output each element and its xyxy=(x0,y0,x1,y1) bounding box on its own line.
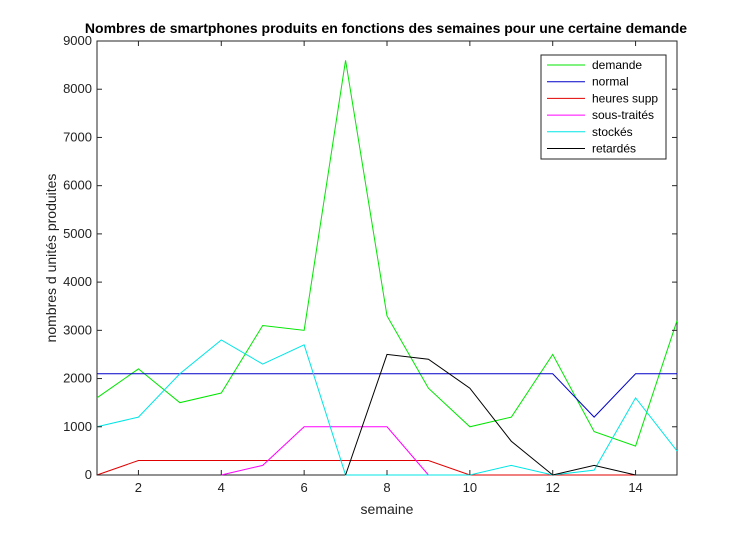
series-heures supp xyxy=(96,460,636,476)
series-sous-traités xyxy=(221,426,429,476)
legend-label: demande xyxy=(592,58,642,72)
legend-label: sous-traités xyxy=(592,108,654,122)
series-line xyxy=(96,60,678,447)
legend-label: stockés xyxy=(592,125,633,139)
x-axis-title: semaine xyxy=(361,501,414,517)
x-tick-label: 10 xyxy=(463,480,477,495)
y-tick-label: 1000 xyxy=(63,419,92,434)
x-tick-label: 12 xyxy=(545,480,559,495)
legend-label: normal xyxy=(592,75,629,89)
series-line xyxy=(345,353,636,476)
x-tick-label: 2 xyxy=(135,480,142,495)
legend: demande normal heures supp sous-traités stoc… xyxy=(540,54,667,160)
y-tick-label: 6000 xyxy=(63,178,92,193)
y-tick-label: 0 xyxy=(85,467,92,482)
y-tick-label: 4000 xyxy=(63,274,92,289)
legend-box xyxy=(540,54,667,160)
y-axis-title: nombres d unités produites xyxy=(43,174,59,343)
series-retardés xyxy=(345,353,636,476)
x-tick-label: 14 xyxy=(628,480,642,495)
x-tick-label: 6 xyxy=(301,480,308,495)
series-line xyxy=(96,460,636,476)
series-line xyxy=(97,373,677,418)
y-tick-label: 3000 xyxy=(63,322,92,337)
legend-label: heures supp xyxy=(592,91,658,105)
x-tick-label: 8 xyxy=(383,480,390,495)
x-tick-label: 4 xyxy=(218,480,225,495)
series-normal xyxy=(97,373,677,418)
y-tick-label: 5000 xyxy=(63,226,92,241)
series-line xyxy=(221,426,429,476)
axes-layer: 0 1000 2000 3000 4000 5000 6000 7000 8000 9000 2 4 6… xyxy=(63,33,677,495)
chart-title: Nombres de smartphones produits en fonct… xyxy=(85,20,687,36)
y-tick-label: 7000 xyxy=(63,129,92,144)
y-tick-label: 9000 xyxy=(63,33,92,48)
legend-label: retardés xyxy=(592,142,636,156)
y-tick-label: 2000 xyxy=(63,371,92,386)
series-demande xyxy=(96,60,678,447)
y-tick-label: 8000 xyxy=(63,81,92,96)
